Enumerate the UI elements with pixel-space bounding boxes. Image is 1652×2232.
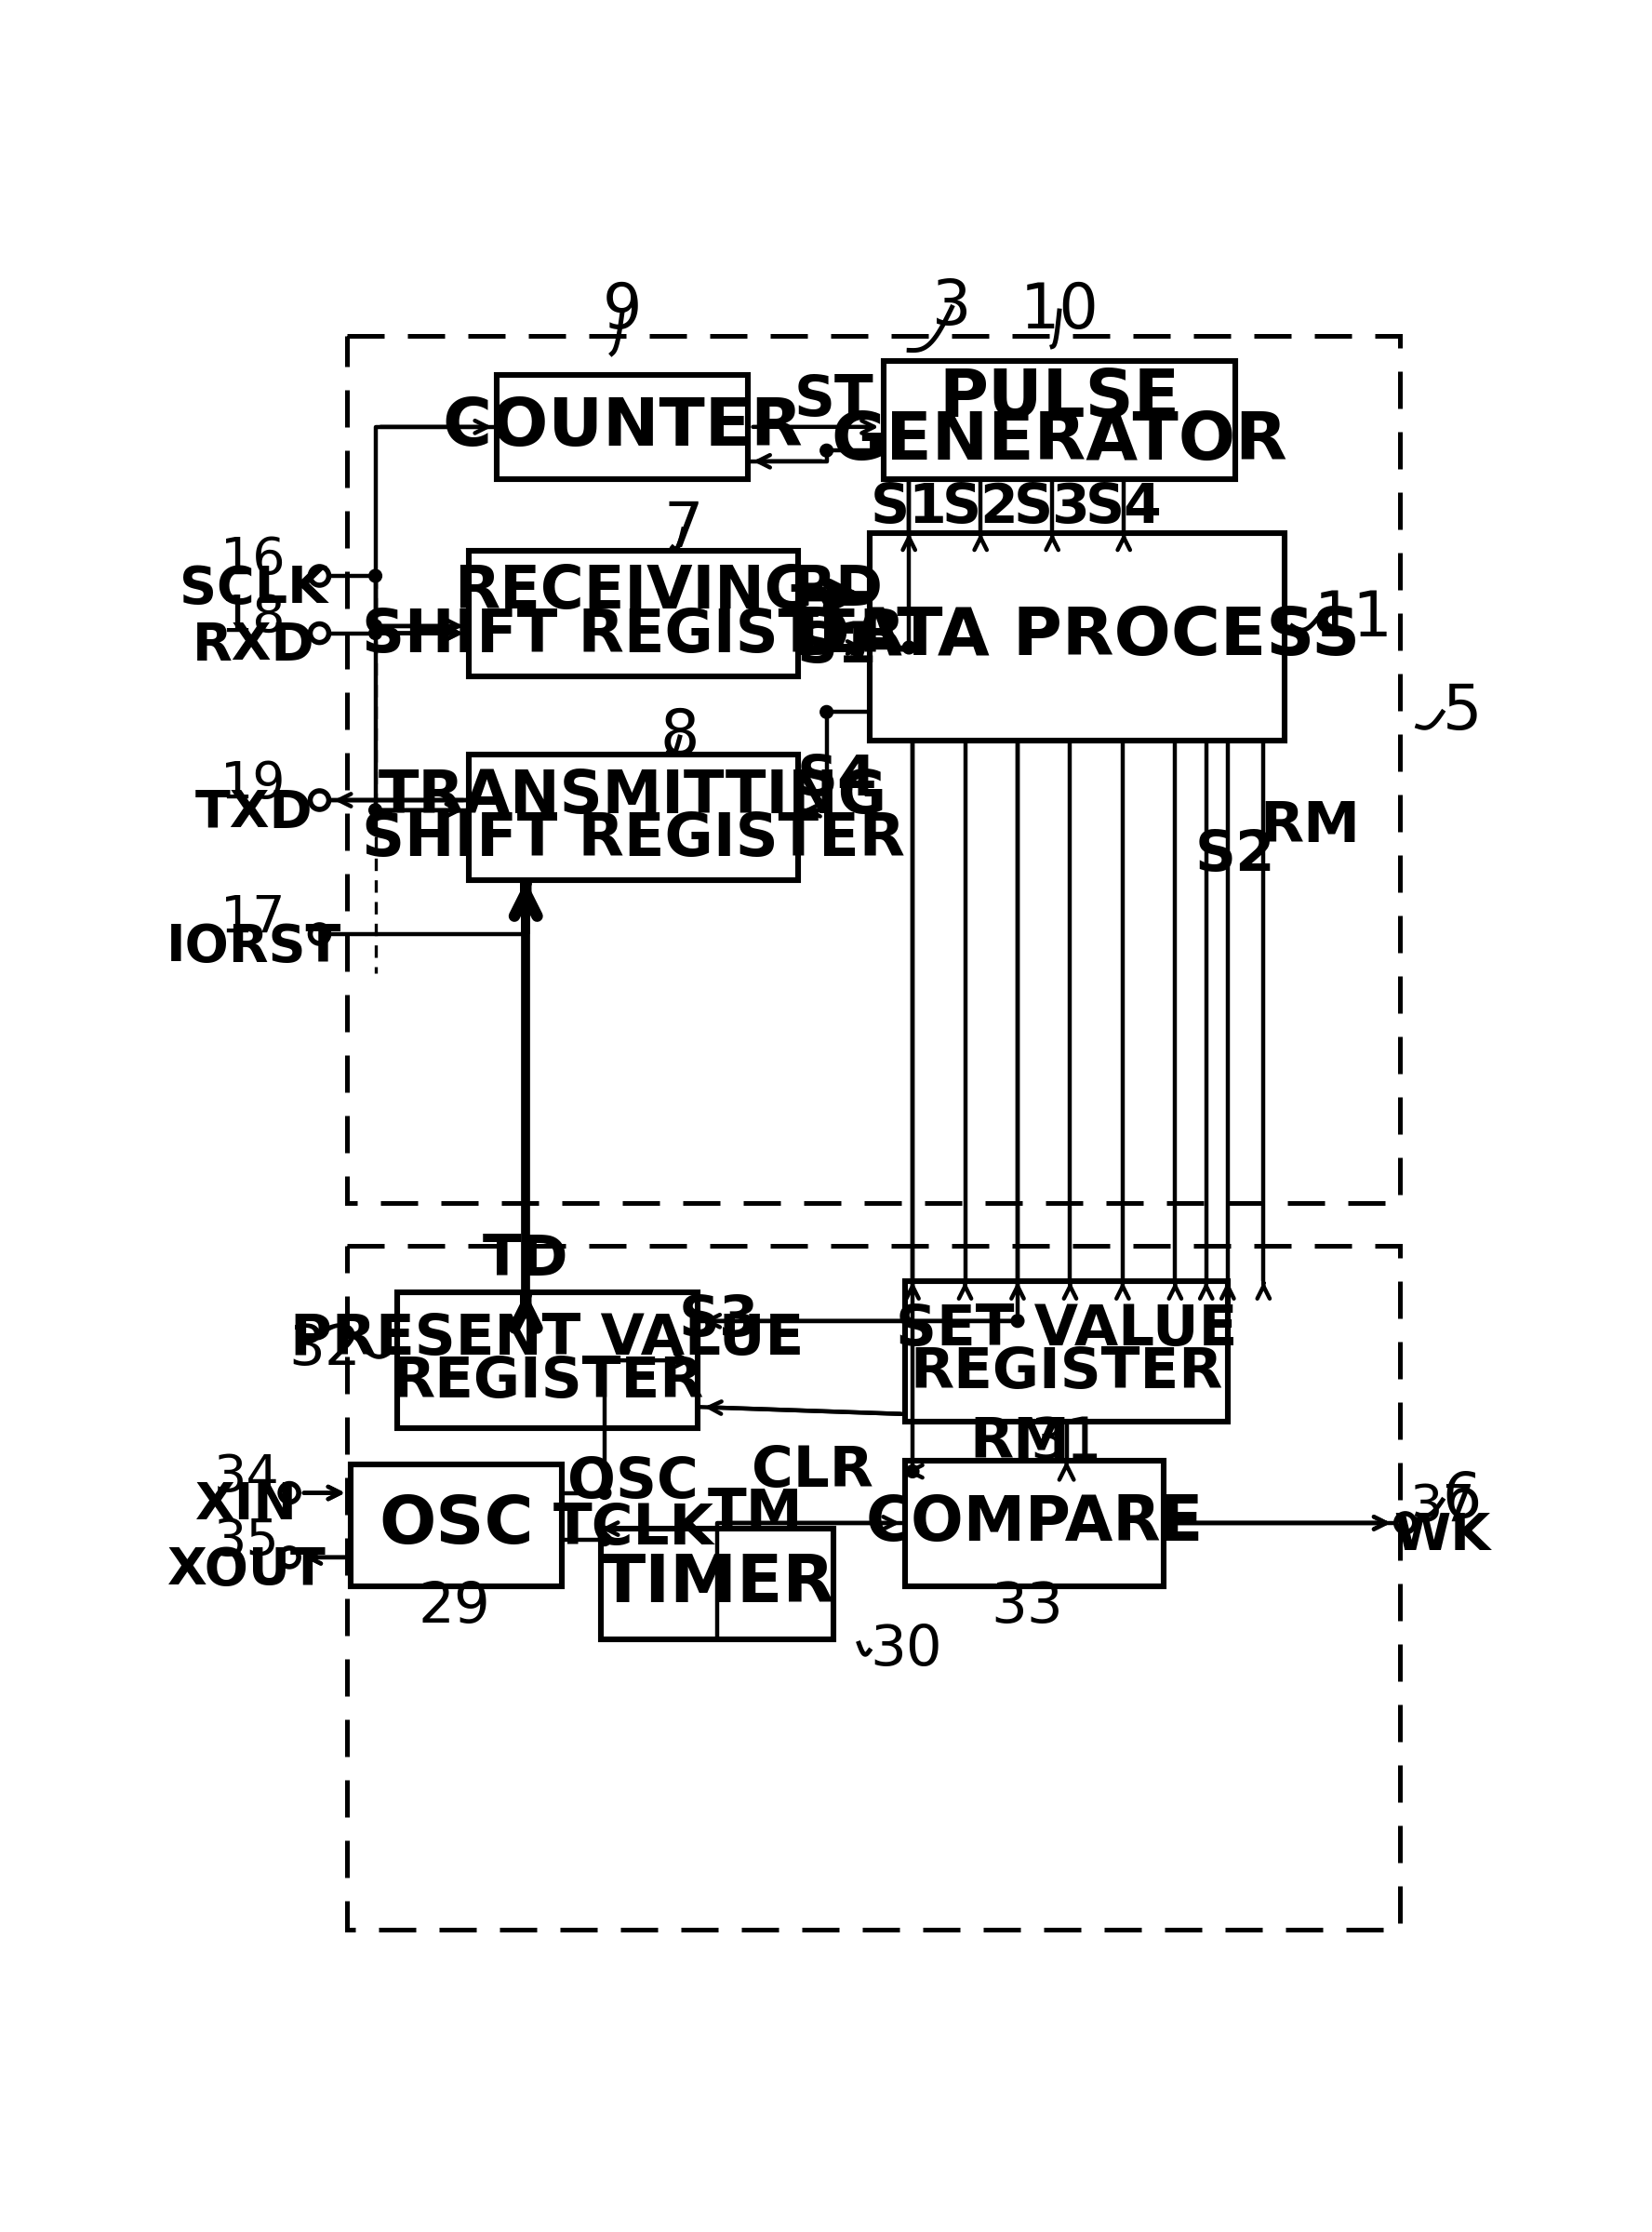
Text: 3: 3 [932,277,971,337]
Circle shape [370,804,382,817]
Text: PRESENT VALUE: PRESENT VALUE [291,1312,805,1366]
Text: REGISTER: REGISTER [910,1346,1222,1399]
Text: 5: 5 [1442,681,1482,743]
Bar [884,362,1234,480]
Circle shape [598,1487,610,1498]
Text: RXD: RXD [192,620,316,672]
Bar [905,1281,1227,1422]
Text: TCLK: TCLK [553,1502,714,1556]
Text: OSC: OSC [378,1493,534,1558]
Text: TM: TM [707,1487,803,1542]
Text: 29: 29 [418,1580,491,1636]
Text: RM: RM [1260,799,1360,855]
Bar [497,375,748,480]
Text: 34: 34 [213,1453,279,1502]
Text: S1: S1 [798,620,877,674]
Text: 17: 17 [221,893,286,944]
Text: S3: S3 [1014,482,1090,533]
Text: 33: 33 [991,1580,1064,1636]
Text: WK: WK [1394,1511,1492,1560]
Text: 16: 16 [221,536,286,585]
Text: GENERATOR: GENERATOR [831,408,1287,473]
Bar [869,533,1285,741]
Text: S2: S2 [1194,828,1275,882]
Text: S2: S2 [942,482,1019,533]
Text: 9: 9 [603,281,643,341]
Text: 19: 19 [221,759,286,810]
Bar [469,754,798,879]
Circle shape [821,444,833,455]
Text: RECEIVING: RECEIVING [454,562,813,620]
Text: IORST: IORST [167,922,342,973]
Circle shape [821,705,833,719]
Text: S3: S3 [679,1295,760,1348]
Circle shape [1013,1315,1023,1326]
Text: 8: 8 [661,705,699,768]
Text: RD: RD [791,562,882,618]
Text: 7: 7 [664,498,704,560]
Text: XIN: XIN [195,1480,297,1531]
Circle shape [598,1533,610,1545]
Circle shape [907,1466,919,1478]
Text: CLR: CLR [752,1444,874,1500]
Bar [396,1292,697,1428]
Text: REGISTER: REGISTER [392,1355,704,1408]
Text: SET VALUE: SET VALUE [895,1303,1237,1357]
Circle shape [370,620,382,632]
Bar [601,1529,834,1641]
Text: S1: S1 [871,482,948,533]
Circle shape [370,627,382,638]
Text: COUNTER: COUNTER [443,395,803,460]
Bar [347,335,1399,1203]
Text: PULSE: PULSE [938,366,1180,431]
Text: DATA PROCESS: DATA PROCESS [795,605,1360,670]
Text: OSC: OSC [568,1455,699,1509]
Bar [905,1460,1163,1587]
Text: ST: ST [795,373,874,429]
Circle shape [370,569,382,583]
Bar [350,1464,562,1587]
Text: SHIFT REGISTER: SHIFT REGISTER [362,607,905,663]
Bar [347,1245,1399,1931]
Text: 35: 35 [213,1516,279,1567]
Text: TIMER: TIMER [600,1551,834,1616]
Text: TXD: TXD [195,788,312,839]
Text: SHIFT REGISTER: SHIFT REGISTER [362,810,905,868]
Text: 30: 30 [869,1623,942,1678]
Text: 11: 11 [1313,589,1393,650]
Text: 18: 18 [221,591,286,643]
Text: RM: RM [970,1415,1070,1471]
Text: TRANSMITTING: TRANSMITTING [378,768,887,826]
Text: 10: 10 [1019,281,1099,341]
Text: 32: 32 [289,1321,362,1377]
Circle shape [904,643,915,654]
Text: SCLK: SCLK [180,565,327,614]
Text: 37: 37 [1409,1482,1475,1533]
Text: 31: 31 [1031,1415,1102,1471]
Text: S4: S4 [1085,482,1163,533]
Text: 6: 6 [1442,1469,1482,1531]
Bar [469,551,798,676]
Text: XOUT: XOUT [167,1545,325,1596]
Text: COMPARE: COMPARE [866,1493,1203,1553]
Text: TD: TD [482,1232,568,1288]
Text: S4: S4 [798,752,877,808]
